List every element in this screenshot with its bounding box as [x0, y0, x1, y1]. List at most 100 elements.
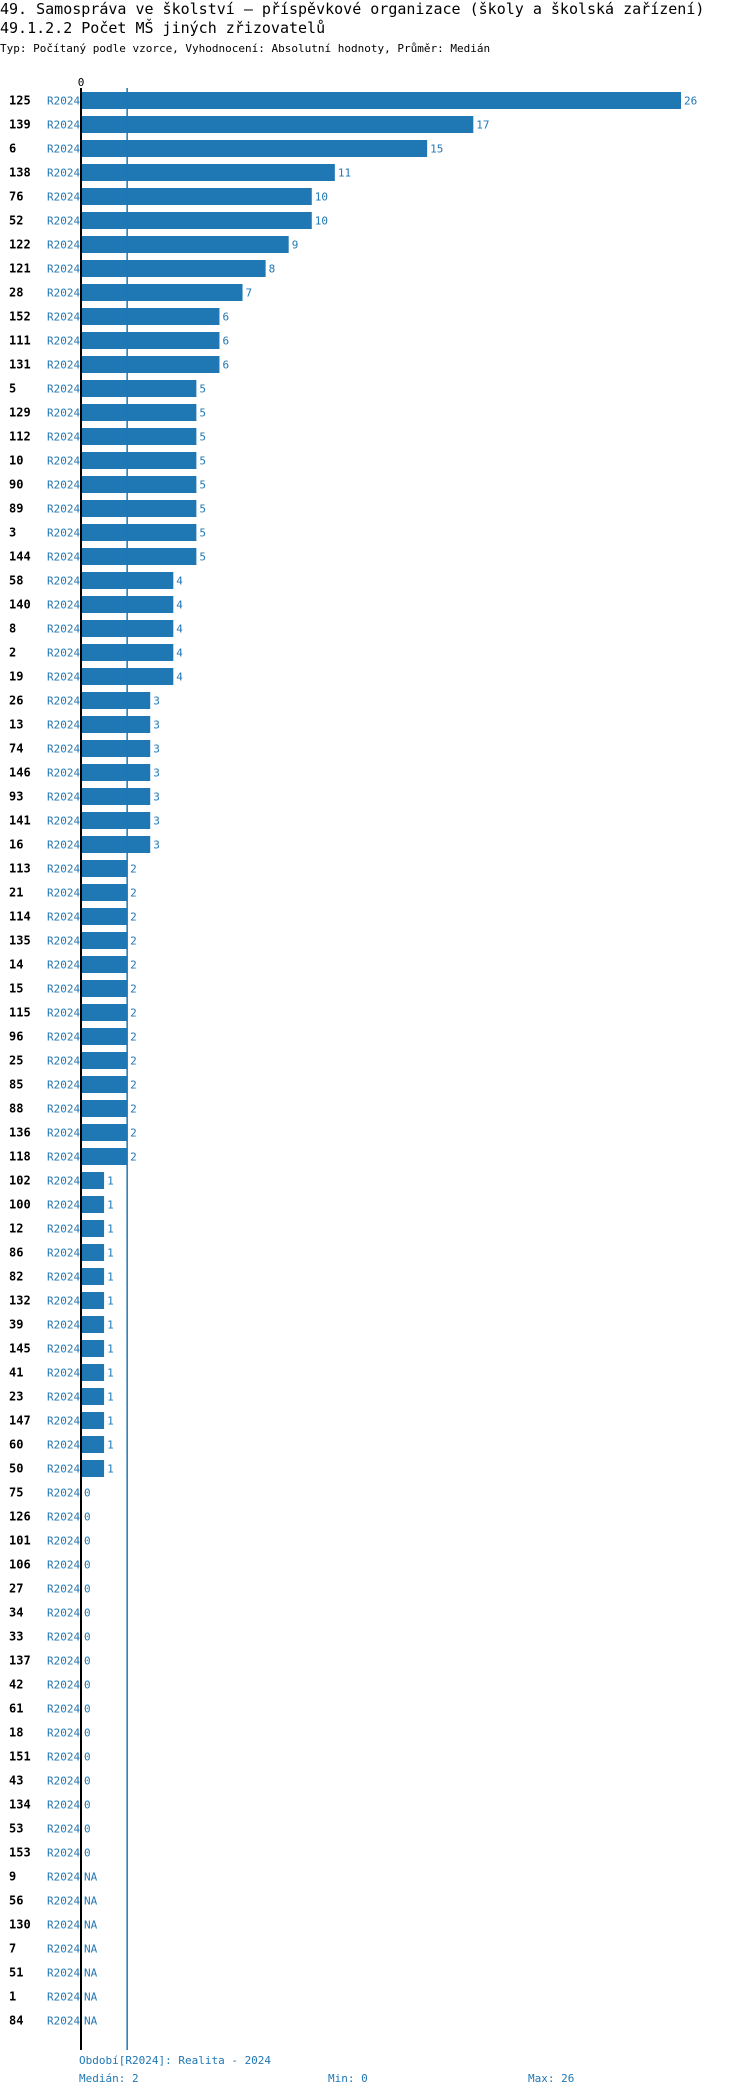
bar-value-label: 1	[107, 1415, 114, 1428]
row-id-label: 121	[9, 262, 31, 276]
bar	[81, 1316, 104, 1333]
row-id-label: 137	[9, 1654, 31, 1668]
row-period-label: R2024	[47, 1367, 80, 1380]
row-id-label: 25	[9, 1054, 23, 1068]
bar	[81, 476, 196, 493]
bar-value-label: 9	[292, 239, 299, 252]
bar	[81, 788, 150, 805]
row-period-label: R2024	[47, 527, 80, 540]
row-period-label: R2024	[47, 1823, 80, 1836]
bar-value-label: 0	[84, 1655, 91, 1668]
row-id-label: 12	[9, 1222, 23, 1236]
bar-value-label: 3	[153, 695, 160, 708]
footer-median: Medián: 2	[79, 2072, 139, 2085]
bar-value-label: 7	[246, 287, 253, 300]
row-period-label: R2024	[47, 1847, 80, 1860]
bar-value-label: 3	[153, 839, 160, 852]
row-id-label: 130	[9, 1918, 31, 1932]
bar-value-label: 5	[199, 503, 206, 516]
bar	[81, 1100, 127, 1117]
row-id-label: 14	[9, 958, 23, 972]
bar-value-label: 26	[684, 95, 697, 108]
bar-value-label: 1	[107, 1295, 114, 1308]
row-id-label: 6	[9, 142, 16, 156]
row-id-label: 61	[9, 1702, 23, 1716]
bar	[81, 956, 127, 973]
row-period-label: R2024	[47, 215, 80, 228]
bar	[81, 212, 312, 229]
bar-value-label: 0	[84, 1703, 91, 1716]
row-id-label: 88	[9, 1102, 23, 1116]
bar-value-label: 2	[130, 1031, 137, 1044]
bar-value-label: 2	[130, 1151, 137, 1164]
row-id-label: 53	[9, 1822, 23, 1836]
row-period-label: R2024	[47, 911, 80, 924]
bar-value-label: 2	[130, 863, 137, 876]
row-period-label: R2024	[47, 1703, 80, 1716]
row-id-label: 112	[9, 430, 31, 444]
row-period-label: R2024	[47, 959, 80, 972]
row-id-label: 23	[9, 1390, 23, 1404]
bar-value-label: NA	[84, 1967, 98, 1980]
row-period-label: R2024	[47, 1679, 80, 1692]
bar	[81, 812, 150, 829]
row-id-label: 84	[9, 2014, 23, 2028]
row-id-label: 152	[9, 310, 31, 324]
bar-value-label: 1	[107, 1463, 114, 1476]
bar	[81, 932, 127, 949]
bar	[81, 1436, 104, 1453]
row-period-label: R2024	[47, 1031, 80, 1044]
row-id-label: 5	[9, 382, 16, 396]
bar	[81, 692, 150, 709]
row-period-label: R2024	[47, 1271, 80, 1284]
bar-value-label: 17	[476, 119, 489, 132]
row-id-label: 147	[9, 1414, 31, 1428]
bar	[81, 404, 196, 421]
row-period-label: R2024	[47, 839, 80, 852]
bar	[81, 236, 289, 253]
bar	[81, 1196, 104, 1213]
row-period-label: R2024	[47, 983, 80, 996]
row-period-label: R2024	[47, 1895, 80, 1908]
row-id-label: 102	[9, 1174, 31, 1188]
row-period-label: R2024	[47, 479, 80, 492]
bar-value-label: 4	[176, 623, 183, 636]
x-tick-label: 0	[78, 76, 85, 89]
row-id-label: 100	[9, 1198, 31, 1212]
row-period-label: R2024	[47, 1991, 80, 2004]
row-id-label: 151	[9, 1750, 31, 1764]
row-period-label: R2024	[47, 1751, 80, 1764]
bar-value-label: 5	[199, 455, 206, 468]
bar-value-label: 1	[107, 1343, 114, 1356]
row-id-label: 86	[9, 1246, 23, 1260]
row-period-label: R2024	[47, 1415, 80, 1428]
bar	[81, 380, 196, 397]
bar	[81, 860, 127, 877]
bar-value-label: 6	[222, 359, 229, 372]
bar-value-label: 1	[107, 1367, 114, 1380]
row-id-label: 131	[9, 358, 31, 372]
bar	[81, 1076, 127, 1093]
row-period-label: R2024	[47, 455, 80, 468]
row-period-label: R2024	[47, 1631, 80, 1644]
bar-value-label: NA	[84, 2015, 98, 2028]
row-period-label: R2024	[47, 95, 80, 108]
row-period-label: R2024	[47, 1655, 80, 1668]
bar	[81, 764, 150, 781]
bar-value-label: 2	[130, 911, 137, 924]
row-period-label: R2024	[47, 935, 80, 948]
row-period-label: R2024	[47, 1127, 80, 1140]
row-period-label: R2024	[47, 695, 80, 708]
row-id-label: 13	[9, 718, 23, 732]
bar	[81, 1292, 104, 1309]
row-period-label: R2024	[47, 1871, 80, 1884]
row-period-label: R2024	[47, 1919, 80, 1932]
row-id-label: 93	[9, 790, 23, 804]
bar-value-label: NA	[84, 1991, 98, 2004]
row-period-label: R2024	[47, 863, 80, 876]
row-id-label: 42	[9, 1678, 23, 1692]
row-period-label: R2024	[47, 1511, 80, 1524]
row-period-label: R2024	[47, 599, 80, 612]
bar-value-label: 3	[153, 767, 160, 780]
bar-value-label: 0	[84, 1751, 91, 1764]
